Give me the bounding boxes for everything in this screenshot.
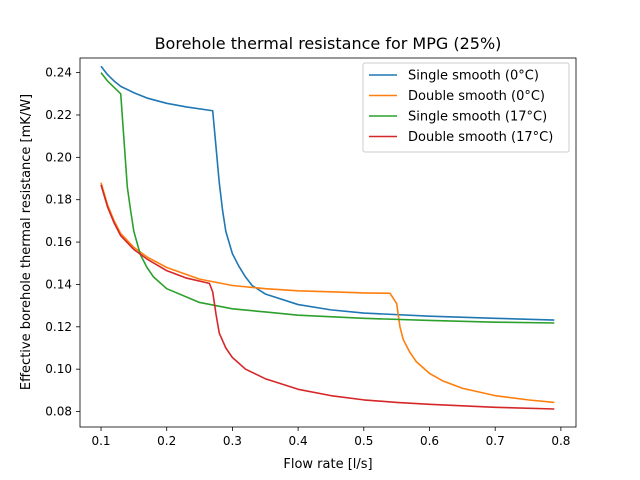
y-axis-label: Effective borehole thermal resistance [m… bbox=[19, 94, 34, 390]
chart-title: Borehole thermal resistance for MPG (25%… bbox=[155, 34, 502, 53]
x-tick-label: 0.2 bbox=[157, 434, 176, 448]
y-tick-label: 0.10 bbox=[45, 362, 72, 376]
y-tick-label: 0.08 bbox=[45, 405, 72, 419]
y-axis-ticks: 0.08 0.10 0.12 0.14 0.16 0.18 0.20 0.22 0.24 bbox=[45, 66, 80, 419]
legend-entry-label: Single smooth (17°C) bbox=[408, 110, 547, 125]
y-tick-label: 0.12 bbox=[45, 320, 72, 334]
x-tick-label: 0.4 bbox=[289, 434, 308, 448]
x-tick-label: 0.6 bbox=[420, 434, 439, 448]
x-tick-label: 0.8 bbox=[551, 434, 570, 448]
y-tick-label: 0.22 bbox=[45, 108, 72, 122]
series-line-4 bbox=[100, 184, 555, 410]
x-tick-label: 0.1 bbox=[91, 434, 110, 448]
series-line-2 bbox=[100, 182, 555, 404]
legend-box bbox=[362, 62, 570, 153]
series-line-3 bbox=[100, 72, 555, 324]
x-axis-label: Flow rate [l/s] bbox=[283, 457, 372, 472]
legend-entry-label: Double smooth (17°C) bbox=[408, 130, 553, 145]
x-tick-label: 0.3 bbox=[223, 434, 242, 448]
legend-entry-label: Double smooth (0°C) bbox=[408, 89, 545, 104]
series-line-1 bbox=[100, 65, 555, 321]
y-tick-label: 0.18 bbox=[45, 193, 72, 207]
plot-frame bbox=[79, 57, 577, 428]
y-tick-label: 0.20 bbox=[45, 150, 72, 164]
legend: Single smooth (0°C) Double smooth (0°C) Si… bbox=[362, 62, 570, 153]
y-tick-label: 0.16 bbox=[45, 235, 72, 249]
y-tick-label: 0.14 bbox=[45, 277, 72, 291]
x-tick-label: 0.7 bbox=[486, 434, 505, 448]
legend-entry-label: Single smooth (0°C) bbox=[408, 69, 539, 84]
x-axis-ticks: 0.1 0.2 0.3 0.4 0.5 0.6 0.7 0.8 bbox=[91, 427, 570, 448]
x-tick-label: 0.5 bbox=[354, 434, 373, 448]
y-tick-label: 0.24 bbox=[45, 66, 72, 80]
series-layer bbox=[100, 65, 555, 410]
